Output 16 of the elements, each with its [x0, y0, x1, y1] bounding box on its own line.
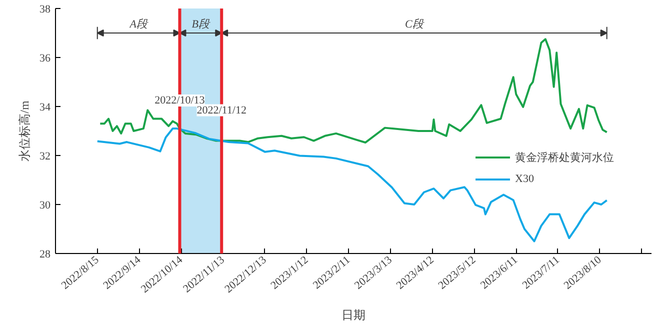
y-tick-label: 32: [40, 150, 50, 162]
legend-label: 黄金浮桥处黄河水位: [515, 150, 614, 164]
ref-line-label: 2022/11/12: [196, 104, 246, 116]
y-tick-label: 38: [40, 4, 51, 16]
annotation: C段: [405, 18, 424, 31]
legend-label: X30: [515, 173, 535, 185]
annotation: A段: [128, 18, 148, 31]
y-tick-label: 30: [40, 200, 51, 212]
ref-line-label: 2022/10/13: [154, 94, 206, 106]
annotation: B段: [192, 18, 211, 31]
x-axis-title: 日期: [342, 308, 366, 322]
y-tick-label: 28: [40, 248, 51, 260]
line-series: [99, 38, 608, 144]
y-axis-title: 水位标高/m: [18, 100, 32, 162]
y-tick-label: 36: [40, 52, 51, 64]
y-tick-label: 34: [40, 102, 51, 114]
